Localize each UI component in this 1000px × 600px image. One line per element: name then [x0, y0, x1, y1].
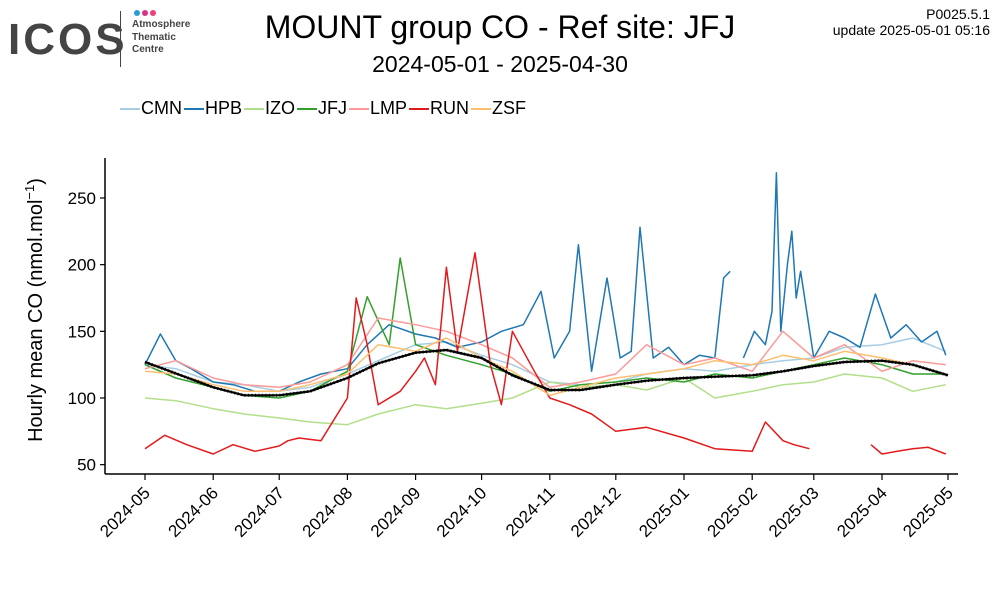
legend-item-izo: IZO — [244, 98, 295, 119]
legend-label: JFJ — [318, 98, 348, 118]
x-tick-label: 2024-08 — [299, 483, 357, 541]
update-info: P0025.5.1 update 2025-05-01 05:16 — [833, 6, 990, 38]
legend-label: ZSF — [492, 98, 527, 118]
legend-swatch — [471, 107, 492, 110]
version-label: P0025.5.1 — [926, 6, 990, 22]
series-line-hpb — [742, 171, 947, 359]
logo-divider — [120, 11, 121, 67]
x-tick-label: 2024-11 — [502, 483, 559, 540]
series-line-lmp — [144, 317, 946, 389]
logo-wordmark: ICOS — [8, 15, 128, 64]
series-line-izo — [144, 373, 946, 426]
y-tick-label: 200 — [68, 256, 96, 275]
x-tick-label: 2024-06 — [164, 483, 222, 541]
chart-subtitle: 2024-05-01 - 2025-04-30 — [372, 51, 628, 77]
legend-swatch — [297, 107, 318, 110]
series-line-jfj — [144, 257, 946, 399]
x-tick-label: 2024-10 — [433, 483, 491, 541]
x-tick-label: 2024-05 — [96, 483, 154, 541]
legend-swatch — [120, 107, 140, 110]
legend-label: LMP — [370, 98, 408, 118]
y-tick-label: 150 — [68, 322, 96, 341]
legend-item-lmp: LMP — [349, 98, 407, 119]
series-dots-smoothed-fit — [144, 348, 949, 397]
legend-item-jfj: JFJ — [297, 98, 347, 119]
legend-swatch — [244, 107, 265, 110]
update-label: update 2025-05-01 05:16 — [832, 22, 990, 39]
legend-swatch — [349, 107, 370, 110]
series-line-run — [144, 251, 810, 455]
legend-label: HPB — [205, 98, 243, 118]
chart-title: MOUNT group CO - Ref site: JFJ — [264, 9, 736, 45]
series-line-run — [870, 444, 947, 455]
y-tick-label: 100 — [68, 389, 96, 408]
logo-line-1: Atmosphere — [132, 19, 191, 30]
icos-logo: ICOS Atmosphere Thematic Centre — [8, 8, 208, 68]
legend-label: CMN — [141, 98, 182, 118]
series-line-zsf — [144, 337, 947, 397]
series-line-hpb — [144, 226, 731, 393]
x-tick-label: 2024-07 — [230, 483, 288, 541]
x-tick-label: 2025-02 — [703, 483, 761, 541]
legend-swatch — [409, 107, 430, 110]
logo-dot-purple — [142, 10, 148, 16]
x-tick-label: 2024-12 — [567, 483, 625, 541]
y-tick-label: 50 — [77, 456, 96, 475]
logo-line-2: Thematic — [132, 32, 176, 43]
y-tick-label: 250 — [68, 189, 96, 208]
legend-label: IZO — [265, 98, 296, 118]
x-tick-label: 2025-01 — [635, 483, 693, 541]
x-tick-label: 2025-05 — [899, 483, 957, 541]
legend-item-zsf: ZSF — [471, 98, 526, 119]
logo-dot-blue — [134, 10, 140, 16]
legend-item-hpb: HPB — [184, 98, 242, 119]
logo-line-3: Centre — [132, 44, 164, 55]
legend-label: RUN — [430, 98, 470, 118]
legend-item-cmn: CMN — [120, 98, 182, 119]
x-tick-label: 2025-03 — [765, 483, 823, 541]
logo-dot-pink — [150, 10, 156, 16]
legend-item-run: RUN — [409, 98, 469, 119]
legend-swatch — [184, 107, 204, 110]
x-tick-label: 2024-09 — [367, 483, 425, 541]
chart-legend: CMN HPB IZO JFJ LMP RUN ZSF — [120, 98, 528, 119]
x-tick-label: 2025-04 — [833, 483, 891, 541]
y-axis-label: Hourly mean CO (nmol.mol−1) — [22, 178, 47, 442]
